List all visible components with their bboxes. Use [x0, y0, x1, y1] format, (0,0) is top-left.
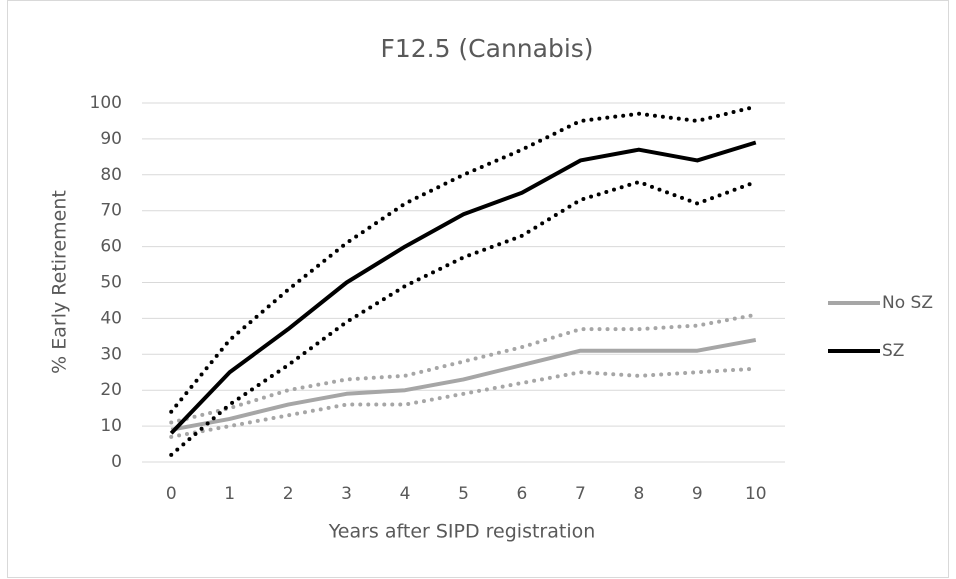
y-tick-label: 40 [100, 308, 122, 328]
y-tick-label: 10 [100, 416, 122, 436]
y-axis-title: % Early Retirement [49, 190, 71, 374]
y-tick-label: 20 [100, 380, 122, 400]
y-tick-label: 100 [90, 93, 122, 113]
y-tick-label: 60 [100, 237, 122, 257]
legend-label: SZ [882, 341, 904, 361]
ci-lower-line [169, 366, 758, 439]
x-tick-label: 3 [341, 484, 352, 504]
x-tick-label: 6 [517, 484, 528, 504]
x-tick-label: 10 [745, 484, 767, 504]
y-tick-label: 0 [111, 452, 122, 472]
y-tick-label: 50 [100, 273, 122, 293]
x-tick-label: 0 [166, 484, 177, 504]
x-tick-label: 9 [692, 484, 703, 504]
x-tick-label: 2 [283, 484, 294, 504]
series-line [169, 140, 757, 435]
y-tick-label: 80 [100, 165, 122, 185]
y-tick-label: 90 [100, 129, 122, 149]
ci-upper-line [169, 104, 758, 414]
ci-lower-line [169, 179, 758, 457]
x-tick-label: 4 [400, 484, 411, 504]
x-axis-title: Years after SIPD registration [328, 521, 596, 543]
chart-frame [7, 0, 949, 578]
series-line [170, 337, 757, 432]
legend-label: No SZ [882, 293, 933, 313]
x-tick-label: 5 [458, 484, 469, 504]
x-tick-label: 8 [633, 484, 644, 504]
y-tick-label: 70 [100, 201, 122, 221]
chart-title: F12.5 (Cannabis) [380, 34, 593, 63]
x-tick-label: 7 [575, 484, 586, 504]
x-tick-label: 1 [224, 484, 235, 504]
y-tick-label: 30 [100, 344, 122, 364]
